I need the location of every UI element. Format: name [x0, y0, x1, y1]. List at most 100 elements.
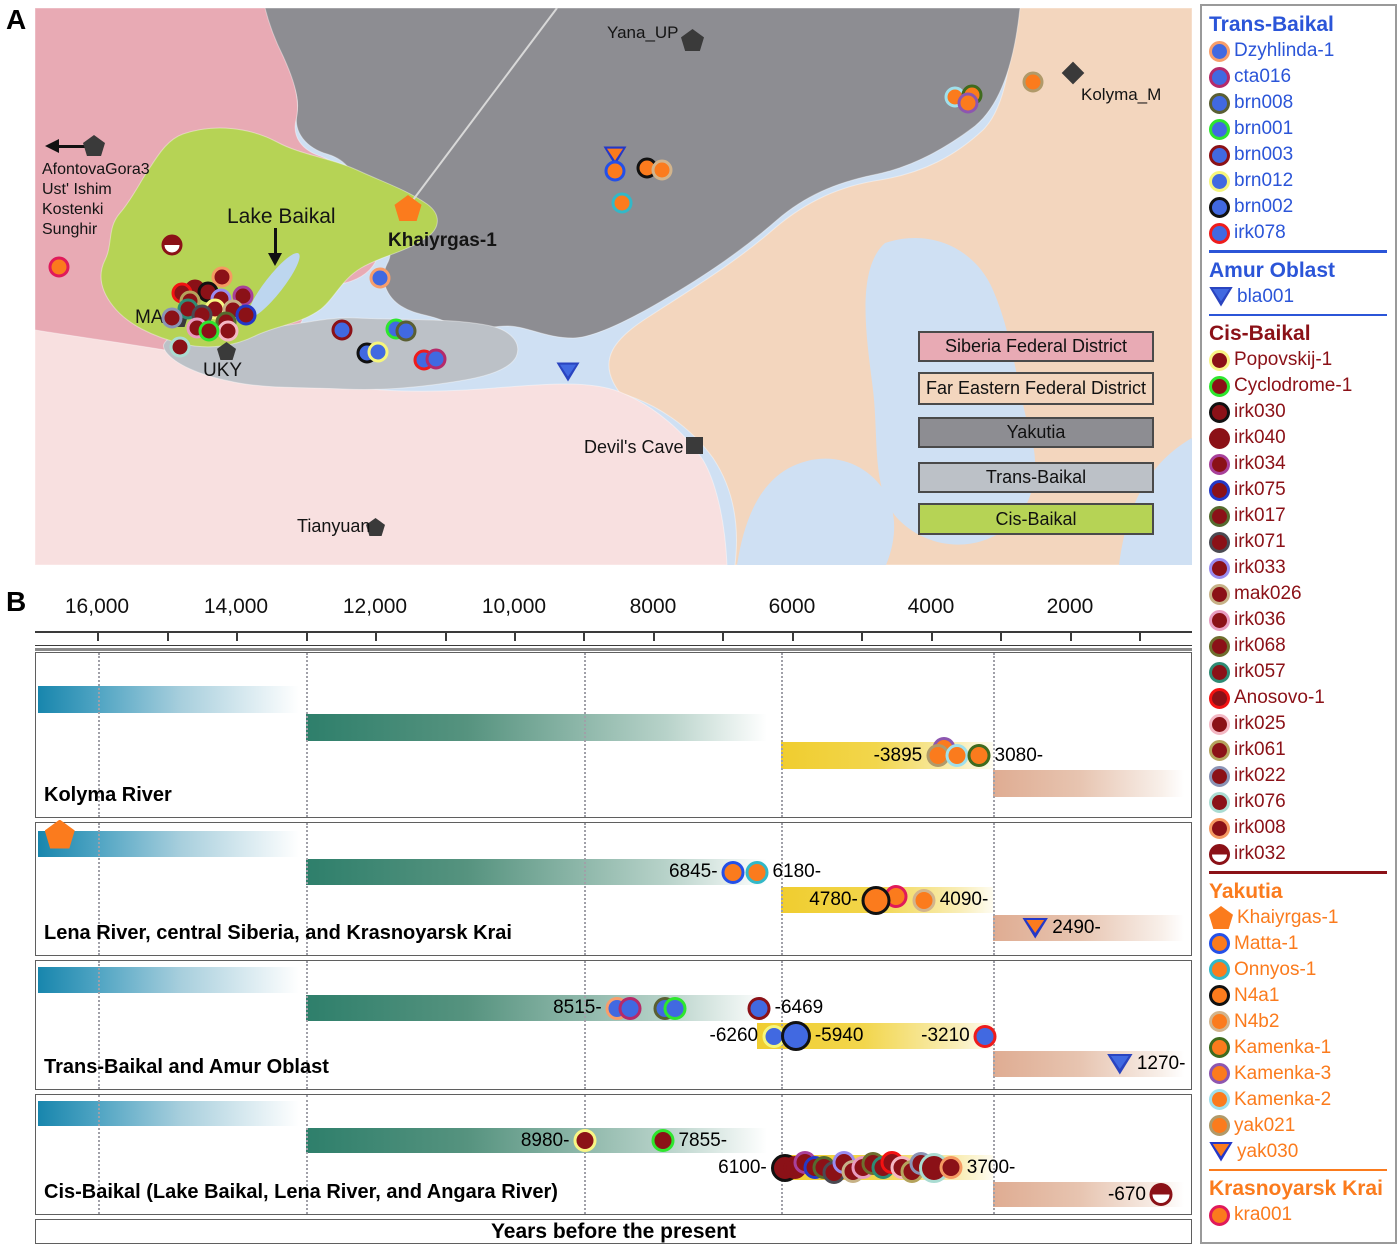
- sample-marker-anosovo-1: [1209, 687, 1230, 709]
- legend-item-irk034: irk034: [1209, 451, 1395, 477]
- timeline-marker-n4a1: 4780-: [809, 885, 891, 915]
- marker-date-label: 6100-: [718, 1156, 767, 1178]
- legend-item-anosovo-1: Anosovo-1: [1209, 685, 1395, 711]
- legend-item-label: brn012: [1234, 170, 1294, 191]
- gridline-16000: [97, 823, 100, 955]
- sample-marker-mak026: [1209, 583, 1230, 605]
- gridline-9000: [583, 823, 586, 955]
- marker-date-label: -5940: [814, 1025, 864, 1046]
- legend-item-label: cta016: [1234, 66, 1292, 87]
- timeline-tick-strip-underline: [35, 648, 1192, 651]
- legend-divider: [1209, 871, 1387, 874]
- legend-item-label: N4a1: [1234, 984, 1280, 1006]
- legend-divider: [1209, 250, 1387, 253]
- afontova-pentagon-icon: [83, 135, 105, 156]
- axis-tick: [513, 633, 516, 641]
- axis-tick: [375, 633, 377, 641]
- legend-item-kamenka-3: Kamenka-3: [1209, 1061, 1395, 1087]
- west-sites-arrow-icon: [45, 139, 89, 154]
- sample-marker-kamenka-1: [967, 744, 991, 767]
- legend-item-label: Kamenka-3: [1234, 1062, 1332, 1084]
- sample-marker-irk033: [1209, 557, 1230, 579]
- map-marker-dzyhlinda-1: [369, 267, 391, 289]
- epoch-band-2: [306, 995, 768, 1021]
- legend-item-label: Kamenka-2: [1234, 1088, 1332, 1110]
- epoch-band-4: [992, 770, 1184, 797]
- legend-item-label: Kamenka-1: [1234, 1036, 1332, 1058]
- map-marker-brn003: [331, 319, 353, 341]
- legend-item-cyclodrome-1: Cyclodrome-1: [1209, 373, 1395, 399]
- legend-item-irk075: irk075: [1209, 477, 1395, 503]
- sample-marker-n4a1: [1209, 985, 1230, 1006]
- gridline-6150: [781, 653, 784, 817]
- timeline-marker-cta016: [618, 996, 642, 1020]
- legend-item-label: irk036: [1234, 609, 1286, 630]
- timeline-marker-brn002: -5940: [780, 1021, 863, 1051]
- legend-item-label: irk061: [1234, 739, 1286, 760]
- legend-item-brn012: brn012: [1209, 168, 1395, 194]
- legend-section-yakutia: Yakutia: [1209, 879, 1283, 903]
- sample-marker-popovskij-1: [573, 1129, 597, 1152]
- sample-marker-irk017: [1209, 505, 1230, 527]
- kolyma-m-label: Kolyma_M: [1081, 85, 1162, 104]
- site-afontovagora3: AfontovaGora3: [42, 161, 150, 178]
- yana-up-label: Yana_UP: [607, 23, 679, 42]
- legend-section-krasnoyarsk-krai: Krasnoyarsk Krai: [1209, 1177, 1383, 1200]
- legend-item-kra001: kra001: [1209, 1202, 1395, 1228]
- sample-marker-irk061: [1209, 739, 1230, 761]
- axis-tick: [166, 633, 169, 641]
- row-label: Lena River, central Siberia, and Krasnoy…: [44, 922, 512, 944]
- sample-marker-kamenka-2: [945, 744, 969, 767]
- timeline-marker-brn003: -6469: [747, 996, 823, 1020]
- axis-tick: [861, 633, 864, 641]
- legend-item-irk017: irk017: [1209, 503, 1395, 529]
- triangle-fill: [606, 148, 624, 161]
- sample-marker-brn012: [1209, 170, 1230, 192]
- legend-item-label: N4b2: [1234, 1010, 1280, 1032]
- axis-tick-label-2000: 2000: [1046, 595, 1094, 618]
- axis-tick: [305, 633, 308, 641]
- legend-item-irk057: irk057: [1209, 659, 1395, 685]
- legend-item-label: brn003: [1234, 144, 1294, 165]
- map-marker-kra001: [48, 256, 70, 278]
- sample-marker-brn002: [1209, 196, 1230, 218]
- epoch-band-4: [992, 1051, 1184, 1077]
- marker-date-label: 8980-: [520, 1129, 570, 1151]
- legend-item-irk032: irk032: [1209, 841, 1395, 867]
- timeline-row-kolyma-river: -3895 3080- Kolyma River: [35, 652, 1192, 818]
- legend-item-label: irk017: [1234, 505, 1286, 526]
- marker-date-label: 7855-: [678, 1129, 728, 1151]
- map-marker-irk025: [217, 320, 239, 342]
- sample-marker-onnyos-1: [745, 860, 769, 884]
- legend-item-label: bla001: [1237, 285, 1295, 307]
- map-marker-irk022: [161, 307, 183, 329]
- gridline-9000: [583, 961, 586, 1089]
- legend-item-kamenka-2: Kamenka-2: [1209, 1087, 1395, 1113]
- legend-item-label: irk071: [1234, 531, 1286, 552]
- marker-date-label: 3700-: [966, 1156, 1016, 1178]
- map-marker-brn008: [395, 320, 417, 342]
- legend-item-label: Popovskij-1: [1234, 349, 1333, 370]
- timeline-marker-khaiyrgas-1: [44, 819, 75, 849]
- uky-label: UKY: [203, 360, 243, 381]
- axis-tick: [1000, 633, 1003, 641]
- legend-item-label: irk034: [1234, 453, 1286, 474]
- sample-marker-irk008: [1209, 817, 1230, 839]
- khaiyrgas-map-label: Khaiyrgas-1: [388, 230, 497, 251]
- sample-marker-irk030: [1209, 401, 1230, 423]
- axis-tick-label-10000: 10,000: [481, 595, 547, 618]
- sample-marker-matta-1: [1209, 933, 1230, 954]
- sample-marker-matta-1: [721, 860, 745, 884]
- timeline-marker-irk032: -670: [1108, 1183, 1173, 1206]
- map-marker-cta016: [425, 348, 447, 370]
- legend-item-label: brn001: [1234, 118, 1294, 139]
- timeline-marker-popovskij-1: 8980-: [521, 1129, 597, 1152]
- sample-marker-n4b2: [1209, 1011, 1230, 1032]
- gridline-3100: [992, 1095, 995, 1214]
- marker-date-label: 4090-: [939, 889, 989, 910]
- sample-marker-khaiyrgas-1: [1209, 906, 1233, 929]
- gridline-9000: [583, 1095, 586, 1214]
- row-label: Cis-Baikal (Lake Baikal, Lena River, and…: [44, 1181, 558, 1203]
- devils-cave-square-icon: [686, 437, 703, 454]
- sample-marker-brn003: [747, 996, 771, 1020]
